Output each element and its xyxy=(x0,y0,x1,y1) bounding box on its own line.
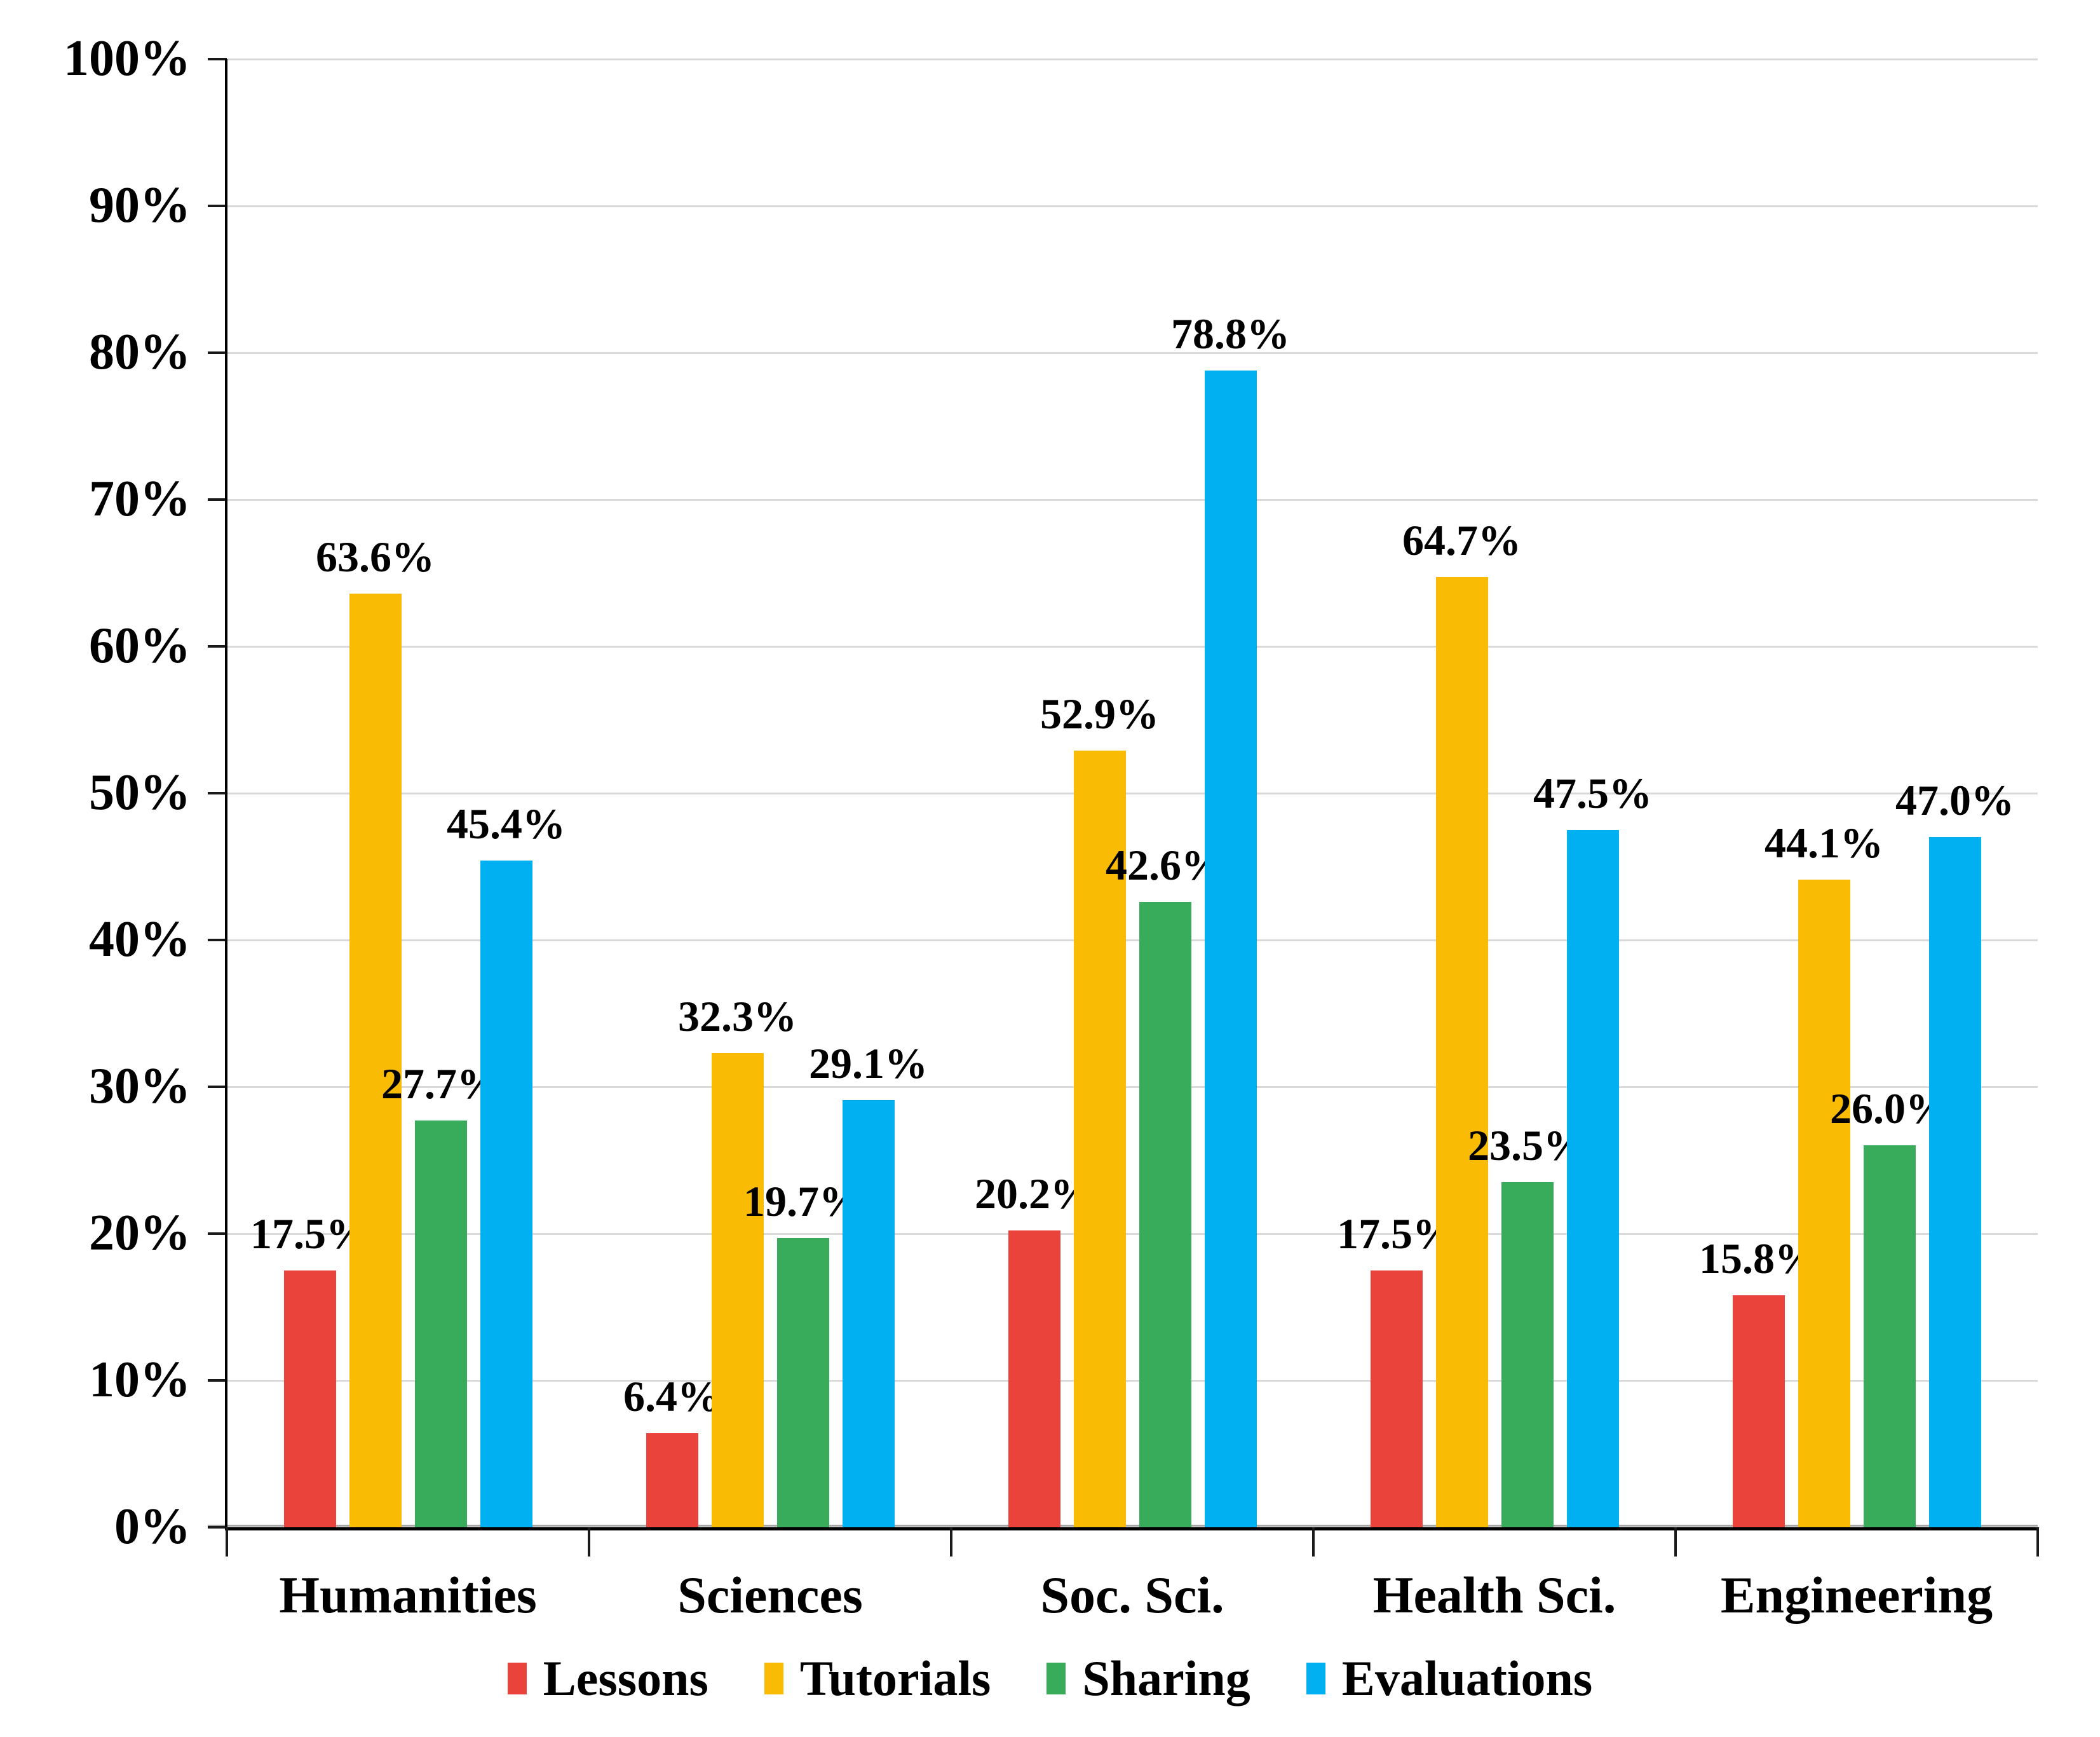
y-axis-tick-10pct xyxy=(208,1379,227,1382)
bar-sharing-engineering xyxy=(1863,1145,1916,1527)
y-axis-tick-40pct xyxy=(208,939,227,941)
value-label-tutorials-health-sci: 64.7% xyxy=(1402,516,1521,565)
category-label-soc-sci: Soc. Sci. xyxy=(1040,1566,1224,1624)
y-axis-tick-90pct xyxy=(208,205,227,207)
category-label-humanities: Humanities xyxy=(279,1566,537,1624)
legend-swatch-tutorials xyxy=(764,1663,783,1694)
legend-item-tutorials: Tutorials xyxy=(764,1650,991,1707)
gridline-80pct xyxy=(227,352,2038,354)
bar-evaluations-soc-sci xyxy=(1204,370,1257,1527)
y-axis-label-30pct: 30% xyxy=(89,1058,191,1114)
value-label-tutorials-humanities: 63.6% xyxy=(316,532,435,581)
bar-tutorials-health-sci xyxy=(1435,577,1488,1527)
gridline-20pct xyxy=(227,1233,2038,1235)
bar-sharing-sciences xyxy=(776,1237,829,1527)
gridline-90pct xyxy=(227,205,2038,207)
legend-swatch-lessons xyxy=(507,1663,527,1694)
value-label-evaluations-sciences: 29.1% xyxy=(809,1039,928,1087)
category-label-health-sci: Health Sci. xyxy=(1372,1566,1616,1624)
y-axis-tick-70pct xyxy=(208,498,227,501)
bar-sharing-humanities xyxy=(414,1121,467,1527)
y-axis-label-100pct: 100% xyxy=(64,31,191,86)
value-label-evaluations-soc-sci: 78.8% xyxy=(1171,309,1290,358)
bar-evaluations-sciences xyxy=(842,1100,895,1527)
bar-tutorials-humanities xyxy=(349,593,402,1527)
value-label-tutorials-engineering: 44.1% xyxy=(1765,819,1883,868)
gridline-30pct xyxy=(227,1086,2038,1088)
category-label-engineering: Engineering xyxy=(1720,1566,1993,1624)
y-axis-label-50pct: 50% xyxy=(89,765,191,821)
bar-lessons-soc-sci xyxy=(1008,1230,1060,1527)
gridline-60pct xyxy=(227,646,2038,648)
x-axis-tick-5 xyxy=(2036,1527,2039,1556)
x-axis-tick-1 xyxy=(588,1527,590,1556)
y-axis-tick-20pct xyxy=(208,1232,227,1235)
y-axis-tick-30pct xyxy=(208,1086,227,1088)
legend-label-sharing: Sharing xyxy=(1082,1651,1250,1706)
x-axis-tick-3 xyxy=(1312,1527,1315,1556)
bar-tutorials-engineering xyxy=(1798,880,1850,1527)
gridline-100pct xyxy=(227,58,2038,60)
bar-sharing-soc-sci xyxy=(1139,901,1191,1527)
category-label-sciences: Sciences xyxy=(677,1566,863,1624)
x-axis-tick-4 xyxy=(1674,1527,1677,1556)
gridline-40pct xyxy=(227,939,2038,941)
gridline-10pct xyxy=(227,1380,2038,1382)
value-label-evaluations-health-sci: 47.5% xyxy=(1533,768,1652,817)
gridline-50pct xyxy=(227,793,2038,794)
value-label-evaluations-engineering: 47.0% xyxy=(1895,776,2014,825)
x-axis-tick-2 xyxy=(950,1527,952,1556)
y-axis-tick-60pct xyxy=(208,645,227,648)
value-label-lessons-sciences: 6.4% xyxy=(623,1372,721,1421)
y-axis-label-80pct: 80% xyxy=(89,324,191,380)
legend-swatch-sharing xyxy=(1047,1663,1066,1694)
bar-lessons-health-sci xyxy=(1370,1270,1423,1527)
y-axis-label-20pct: 20% xyxy=(89,1205,191,1261)
y-axis-tick-100pct xyxy=(208,58,227,60)
bar-evaluations-engineering xyxy=(1928,837,1981,1527)
value-label-tutorials-soc-sci: 52.9% xyxy=(1040,690,1159,738)
y-axis-label-0pct: 0% xyxy=(114,1499,191,1555)
x-axis-line xyxy=(225,1527,2038,1530)
y-axis-tick-50pct xyxy=(208,792,227,794)
legend-label-evaluations: Evaluations xyxy=(1341,1651,1593,1706)
legend-label-lessons: Lessons xyxy=(543,1651,708,1706)
x-axis-tick-0 xyxy=(226,1527,228,1556)
bar-evaluations-humanities xyxy=(480,861,532,1527)
y-axis-line xyxy=(225,59,227,1530)
bar-evaluations-health-sci xyxy=(1566,829,1619,1527)
legend-item-sharing: Sharing xyxy=(1047,1650,1250,1707)
y-axis-label-90pct: 90% xyxy=(89,177,191,233)
bar-tutorials-sciences xyxy=(711,1052,764,1527)
bar-lessons-engineering xyxy=(1732,1295,1785,1527)
y-axis-label-60pct: 60% xyxy=(89,618,191,674)
y-axis-tick-0pct xyxy=(208,1526,227,1529)
legend-item-lessons: Lessons xyxy=(507,1650,708,1707)
value-label-tutorials-sciences: 32.3% xyxy=(678,991,797,1040)
value-label-evaluations-humanities: 45.4% xyxy=(447,800,566,848)
legend-item-evaluations: Evaluations xyxy=(1306,1650,1592,1707)
bar-lessons-humanities xyxy=(283,1270,336,1527)
legend: Lessons Tutorials Sharing Evaluations xyxy=(0,1650,2100,1707)
bar-tutorials-soc-sci xyxy=(1073,751,1126,1527)
y-axis-tick-80pct xyxy=(208,351,227,354)
bar-sharing-health-sci xyxy=(1501,1182,1554,1527)
y-axis-label-40pct: 40% xyxy=(89,911,191,967)
legend-swatch-evaluations xyxy=(1306,1663,1325,1694)
gridline-70pct xyxy=(227,499,2038,501)
y-axis-label-10pct: 10% xyxy=(89,1352,191,1408)
y-axis-label-70pct: 70% xyxy=(89,471,191,527)
bar-lessons-sciences xyxy=(646,1433,698,1527)
legend-label-tutorials: Tutorials xyxy=(799,1651,991,1706)
